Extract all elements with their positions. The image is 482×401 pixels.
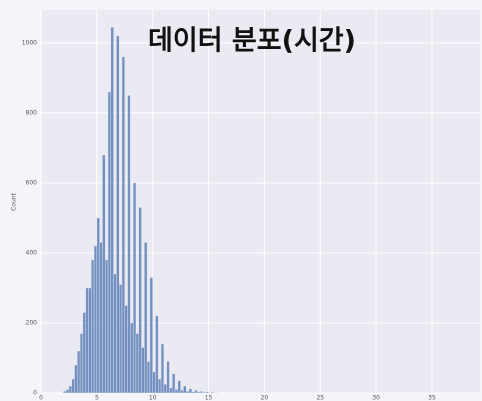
bar	[127, 95, 131, 394]
bar	[172, 373, 176, 394]
bar	[96, 217, 100, 394]
bar	[68, 385, 72, 394]
bar	[124, 305, 128, 394]
bar	[177, 380, 181, 394]
bar	[194, 389, 198, 394]
bar	[191, 391, 195, 394]
bar	[105, 259, 109, 394]
bar	[71, 378, 75, 394]
bar	[169, 387, 173, 394]
bar	[202, 392, 206, 394]
bar	[163, 384, 167, 394]
bar	[158, 378, 162, 394]
bar	[77, 350, 81, 394]
bar	[118, 284, 123, 394]
bar	[197, 391, 201, 394]
bar	[65, 389, 70, 394]
bar	[149, 277, 153, 394]
bar	[183, 385, 187, 394]
bar	[211, 392, 215, 394]
bar	[110, 26, 114, 394]
bar	[160, 343, 165, 394]
bar	[102, 154, 106, 394]
bar	[63, 391, 67, 394]
x-tick-label: 30	[372, 395, 380, 401]
bar	[180, 389, 184, 394]
y-tick-label: 600	[26, 179, 38, 186]
y-axis-label: Count	[11, 192, 18, 210]
y-tick-label: 400	[26, 249, 38, 256]
bar	[188, 388, 193, 394]
x-tick-label: 15	[205, 395, 213, 401]
bar	[205, 391, 209, 394]
bar	[107, 91, 112, 394]
bar	[74, 364, 78, 394]
x-tick-label: 5	[95, 395, 99, 401]
bar	[113, 273, 117, 394]
y-tick-label: 800	[26, 109, 38, 116]
x-tick-label: 35	[428, 395, 436, 401]
x-tick-label: 0	[39, 395, 43, 401]
bar	[135, 333, 139, 394]
bar	[132, 182, 137, 394]
x-tick-label: 10	[149, 395, 157, 401]
bar	[152, 371, 156, 394]
x-tick-label: 20	[261, 395, 269, 401]
x-tick-label: 25	[316, 395, 324, 401]
bar	[93, 245, 98, 394]
bar	[91, 259, 95, 394]
chart-title: 데이터 분포(시간)	[148, 26, 356, 57]
bar	[146, 361, 151, 394]
bar	[186, 391, 190, 394]
bar	[82, 312, 86, 394]
bar	[174, 389, 179, 394]
bar	[85, 287, 89, 394]
bar	[166, 361, 170, 394]
bar	[79, 333, 84, 394]
bar	[144, 242, 148, 394]
bar	[121, 56, 125, 394]
y-tick-label: 200	[26, 319, 38, 326]
bar	[116, 35, 120, 394]
bar	[141, 347, 145, 394]
y-tick-label: 1000	[22, 39, 37, 46]
y-tick-label: 0	[33, 390, 37, 397]
bar	[199, 391, 204, 394]
bar	[155, 315, 159, 394]
bar	[99, 242, 103, 394]
bar	[138, 207, 142, 394]
bar	[130, 322, 134, 394]
bar	[88, 287, 92, 394]
